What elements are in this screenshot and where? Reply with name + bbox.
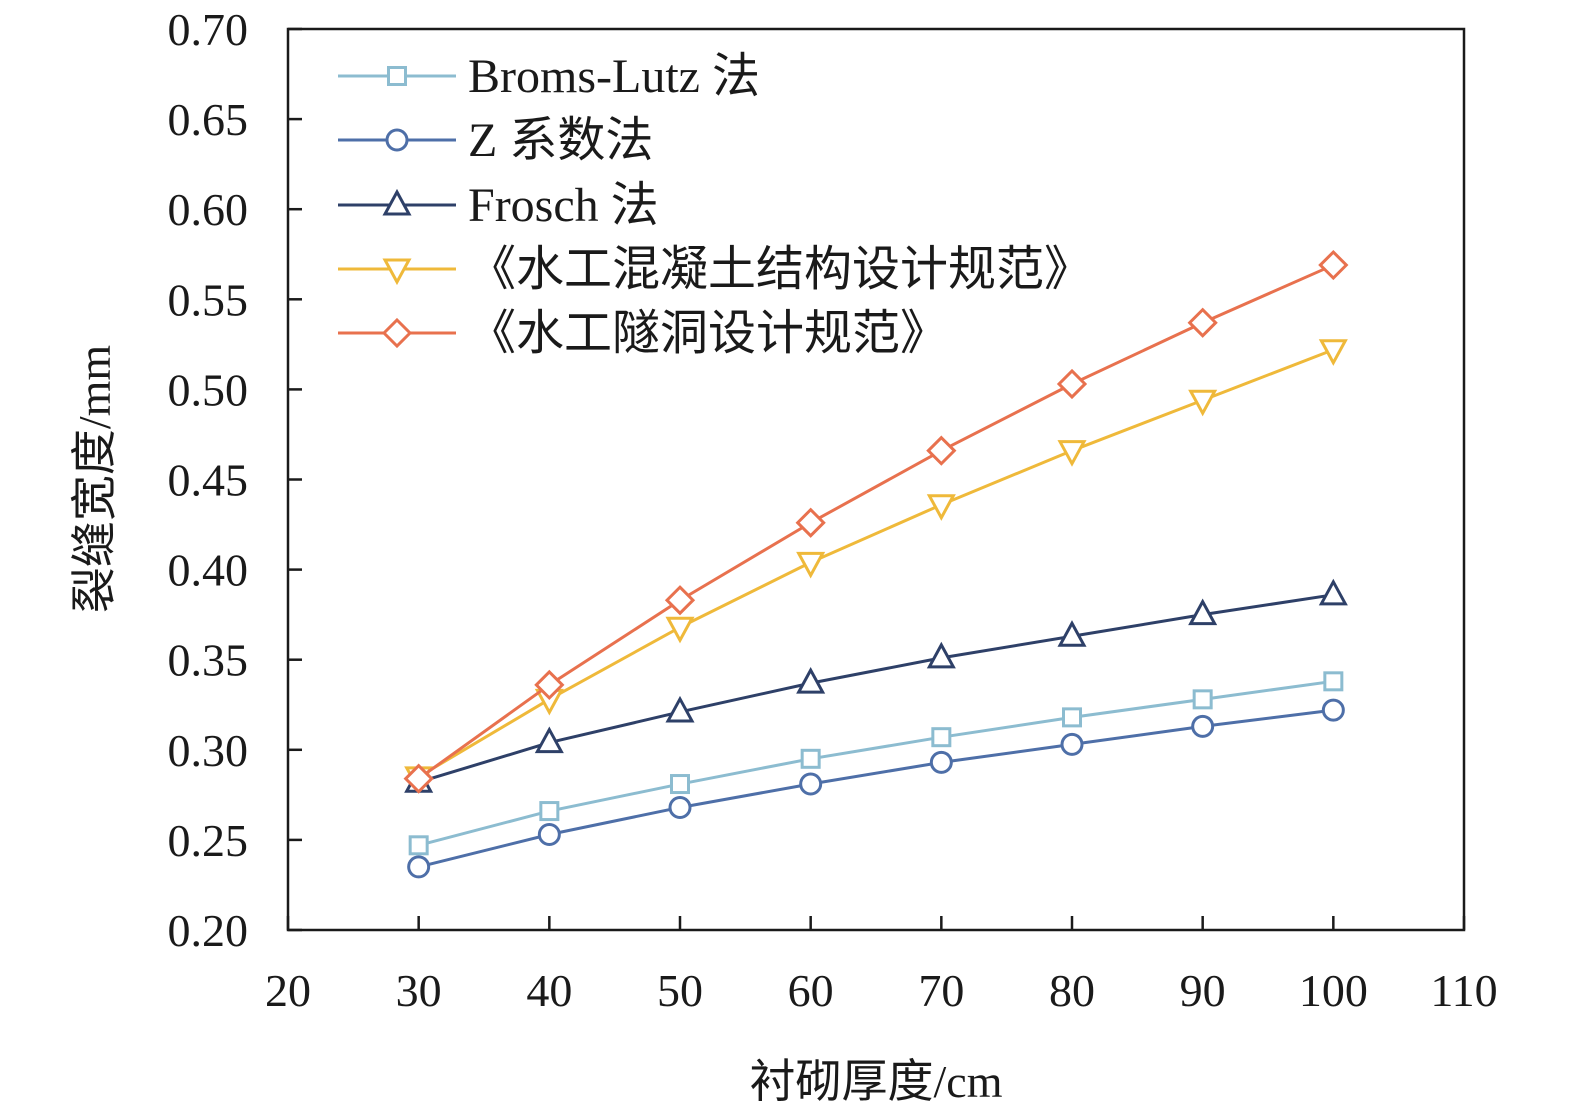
series-line xyxy=(418,593,1334,784)
data-point xyxy=(800,748,821,769)
data-point xyxy=(1187,307,1218,338)
data-point xyxy=(407,855,431,879)
series-1 xyxy=(408,671,1344,856)
legend-entry-3: Frosch 法 xyxy=(338,179,659,232)
x-tick-label: 40 xyxy=(526,965,572,1016)
x-tick-label: 80 xyxy=(1049,965,1095,1016)
series-layer xyxy=(403,249,1349,879)
data-point xyxy=(1060,732,1084,756)
y-tick-label: 0.50 xyxy=(168,364,249,415)
series-line xyxy=(418,679,1334,847)
x-tick-label: 60 xyxy=(788,965,834,1016)
data-point xyxy=(664,585,696,616)
legend-entry-5: 《水工隧洞设计规范》 xyxy=(338,307,948,360)
series-line xyxy=(418,708,1334,869)
series-5 xyxy=(403,249,1349,794)
x-axis-ticks: 20 30 40 50 60 70 80 90 100 110 xyxy=(265,916,1498,1016)
legend-marker xyxy=(385,128,409,152)
y-tick-label: 0.55 xyxy=(168,274,249,325)
y-tick-label: 0.70 xyxy=(168,4,249,55)
data-point xyxy=(665,616,695,644)
data-point xyxy=(796,666,826,694)
legend-marker xyxy=(382,258,412,286)
x-tick-label: 110 xyxy=(1430,965,1497,1016)
y-tick-label: 0.65 xyxy=(168,94,249,145)
legend-entry-4: 《水工混凝土结构设计规范》 xyxy=(338,243,1092,296)
data-point xyxy=(1318,249,1349,281)
y-axis-ticks: 0.20 0.25 0.30 0.35 0.40 0.45 0.50 0.55 0.60 0.65… xyxy=(168,4,302,956)
y-axis-title: 裂缝宽度/mm xyxy=(69,345,120,614)
data-point xyxy=(799,772,823,796)
legend-marker xyxy=(387,66,407,86)
data-point xyxy=(929,750,953,774)
series-2 xyxy=(407,698,1345,879)
data-point xyxy=(408,835,429,856)
x-tick-label: 90 xyxy=(1180,965,1226,1016)
data-point xyxy=(1321,698,1345,722)
legend-entry-1: Broms-Lutz 法 xyxy=(338,50,760,103)
y-tick-label: 0.45 xyxy=(168,455,249,506)
data-point xyxy=(537,822,561,846)
data-point xyxy=(796,551,826,579)
data-point xyxy=(1191,714,1215,738)
data-point xyxy=(926,494,956,521)
data-point xyxy=(665,695,695,723)
x-tick-label: 20 xyxy=(265,965,311,1016)
legend-label: Broms-Lutz 法 xyxy=(468,50,760,103)
data-point xyxy=(1192,689,1213,710)
data-point xyxy=(539,801,560,822)
data-point xyxy=(795,507,826,538)
plot-frame xyxy=(286,27,1466,932)
data-point xyxy=(1318,339,1348,366)
data-point xyxy=(1057,440,1087,467)
y-tick-label: 0.20 xyxy=(168,905,249,956)
legend-label: Frosch 法 xyxy=(468,179,659,232)
data-point xyxy=(1318,578,1348,606)
y-tick-label: 0.25 xyxy=(168,815,249,866)
legend-label: Z 系数法 xyxy=(468,114,653,167)
series-line xyxy=(417,348,1334,779)
legend-marker xyxy=(381,317,413,349)
legend-marker xyxy=(382,188,412,216)
data-point xyxy=(534,669,565,701)
data-point xyxy=(670,774,690,795)
data-point xyxy=(668,795,692,819)
legend-label: 《水工隧洞设计规范》 xyxy=(468,307,948,360)
data-point xyxy=(926,435,957,466)
y-tick-label: 0.40 xyxy=(168,545,249,596)
data-point xyxy=(1062,707,1082,728)
data-point xyxy=(931,727,952,748)
x-tick-label: 70 xyxy=(918,965,964,1016)
legend: Broms-Lutz 法 Z 系数法 Frosch 法《水工混凝土结构设计规范》《水… xyxy=(338,50,1092,360)
x-tick-label: 30 xyxy=(396,965,442,1016)
y-tick-label: 0.35 xyxy=(168,635,249,686)
data-point xyxy=(1188,389,1218,417)
data-point xyxy=(1188,598,1218,626)
legend-entry-2: Z 系数法 xyxy=(338,114,653,167)
data-point xyxy=(534,726,564,754)
y-tick-label: 0.30 xyxy=(168,725,249,776)
x-tick-label: 100 xyxy=(1299,965,1368,1016)
legend-label: 《水工混凝土结构设计规范》 xyxy=(468,243,1092,296)
data-point xyxy=(926,641,956,669)
data-point xyxy=(1057,620,1087,647)
data-point xyxy=(403,763,434,794)
x-axis-title: 衬砌厚度/cm xyxy=(750,1056,1003,1107)
x-tick-label: 50 xyxy=(657,965,703,1016)
data-point xyxy=(1056,368,1088,400)
data-point xyxy=(1323,671,1344,692)
y-tick-label: 0.60 xyxy=(168,184,249,235)
series-line xyxy=(417,263,1334,780)
